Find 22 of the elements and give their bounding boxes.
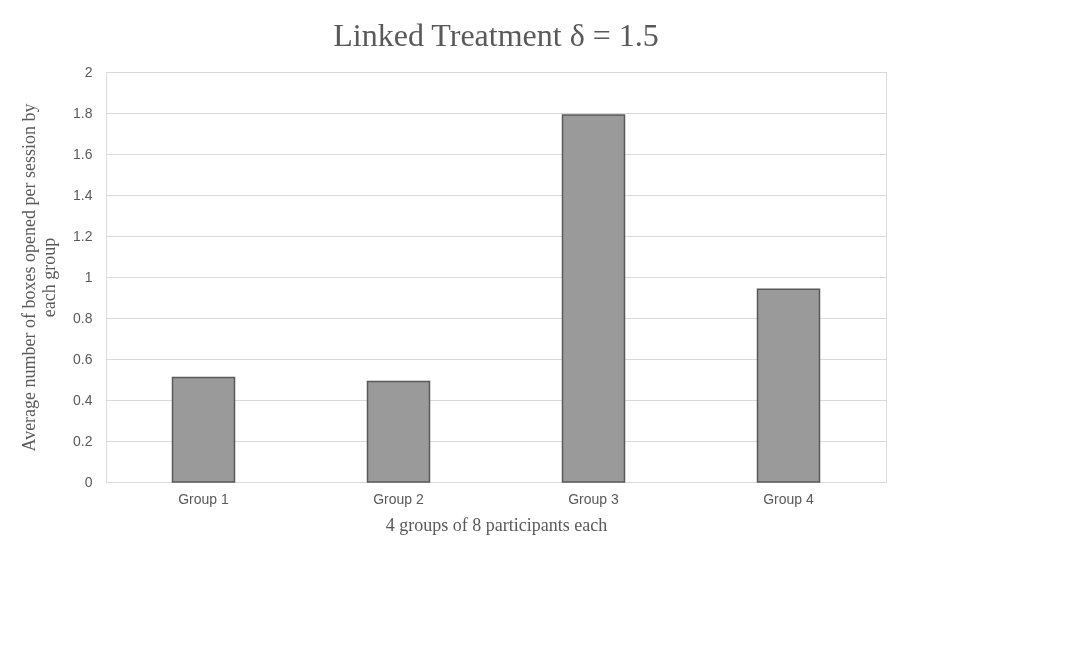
y-tick-label: 1.4 [73, 186, 93, 203]
y-tick-label: 1.2 [73, 227, 93, 244]
x-tick-label: Group 3 [568, 490, 619, 507]
y-tick-label: 1 [84, 268, 93, 285]
bar [171, 376, 236, 483]
chart-title: Linked Treatment δ = 1.5 [333, 17, 659, 53]
y-tick-label: 0.8 [73, 309, 93, 326]
x-tick-label: Group 1 [178, 490, 229, 507]
y-axis-title: Average number of boxes opened per session by each group [19, 103, 60, 452]
bar [561, 114, 626, 483]
bar [756, 288, 821, 483]
x-axis-title: 4 groups of 8 participants each [385, 514, 608, 535]
y-tick-label: 2 [84, 63, 93, 80]
y-tick-label: 0 [84, 473, 93, 490]
y-tick-label: 0.4 [73, 391, 93, 408]
y-tick-label: 0.6 [73, 350, 93, 367]
y-tick-label: 1.8 [73, 104, 93, 121]
x-tick-label: Group 2 [373, 490, 424, 507]
x-tick-label: Group 4 [763, 490, 814, 507]
bar [366, 380, 431, 483]
y-tick-label: 0.2 [73, 432, 93, 449]
y-tick-label: 1.6 [73, 145, 93, 162]
